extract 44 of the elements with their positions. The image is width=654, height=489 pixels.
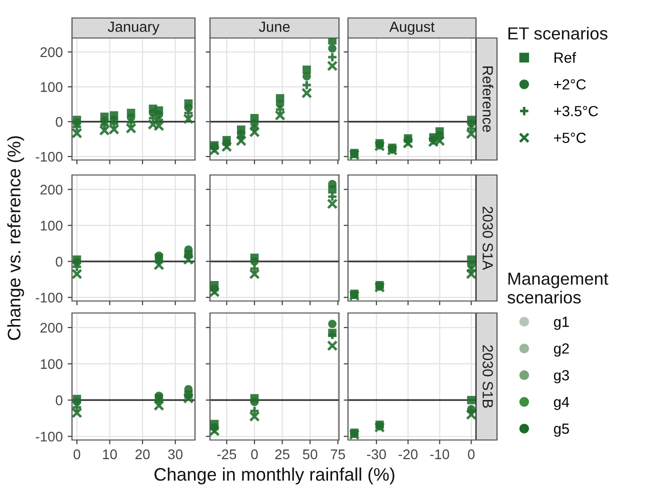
legend-label: +2°C bbox=[554, 79, 586, 90]
x-tick-label: 50 bbox=[302, 449, 318, 460]
x-tick-label: 25 bbox=[275, 449, 290, 460]
y-tick-label: 100 bbox=[40, 220, 62, 231]
y-tick-label: 200 bbox=[40, 322, 62, 333]
text: Reference bbox=[482, 66, 494, 132]
y-tick-label: 0 bbox=[56, 256, 62, 267]
x-tick-label: -30 bbox=[367, 449, 386, 460]
x-tick-label: -10 bbox=[430, 449, 450, 460]
x-tick-label: 75 bbox=[330, 450, 346, 460]
y-tick-label: 200 bbox=[40, 184, 62, 195]
x-tick-label: 0 bbox=[468, 449, 475, 460]
y-tick-label: -100 bbox=[36, 292, 62, 303]
y-tick-label: 0 bbox=[56, 395, 62, 406]
x-tick-label: -20 bbox=[398, 449, 418, 460]
chart-title: January bbox=[108, 22, 160, 35]
x-tick-label: 30 bbox=[168, 449, 182, 460]
x-tick-label: 0 bbox=[251, 449, 258, 460]
legend-label: +3.5°C bbox=[554, 106, 598, 116]
chart-title: June bbox=[258, 22, 290, 32]
y-tick-label: -100 bbox=[36, 152, 62, 162]
y-tick-label: -100 bbox=[36, 432, 62, 442]
text: 2030 S1B bbox=[482, 345, 493, 408]
legend-label: g5 bbox=[554, 424, 569, 437]
legend-label: g1 bbox=[554, 316, 569, 330]
legend-label: Ref bbox=[554, 52, 576, 63]
legend-title: ET scenarios bbox=[508, 26, 608, 40]
y-tick-label: 0 bbox=[56, 116, 62, 127]
legend-label: +5°C bbox=[554, 132, 586, 143]
x-axis-title: Change in monthly rainfall (%) bbox=[154, 468, 394, 484]
y-axis-title: Change vs. reference (%) bbox=[7, 136, 24, 340]
y-tick-label: 100 bbox=[40, 82, 62, 92]
legend-label: g4 bbox=[554, 396, 570, 410]
text: 2030 S1A bbox=[482, 206, 493, 270]
x-tick-label: 20 bbox=[135, 449, 150, 460]
legend-label: g2 bbox=[554, 343, 569, 357]
x-tick-label: 0 bbox=[74, 449, 80, 460]
chart-title: August bbox=[389, 22, 435, 35]
x-tick-label: -25 bbox=[217, 449, 236, 460]
x-tick-label: 10 bbox=[103, 449, 117, 460]
legend-title: Management scenarios bbox=[508, 272, 608, 304]
y-tick-label: 200 bbox=[40, 47, 62, 58]
y-tick-label: 100 bbox=[40, 359, 62, 369]
legend-label: g3 bbox=[554, 370, 569, 384]
